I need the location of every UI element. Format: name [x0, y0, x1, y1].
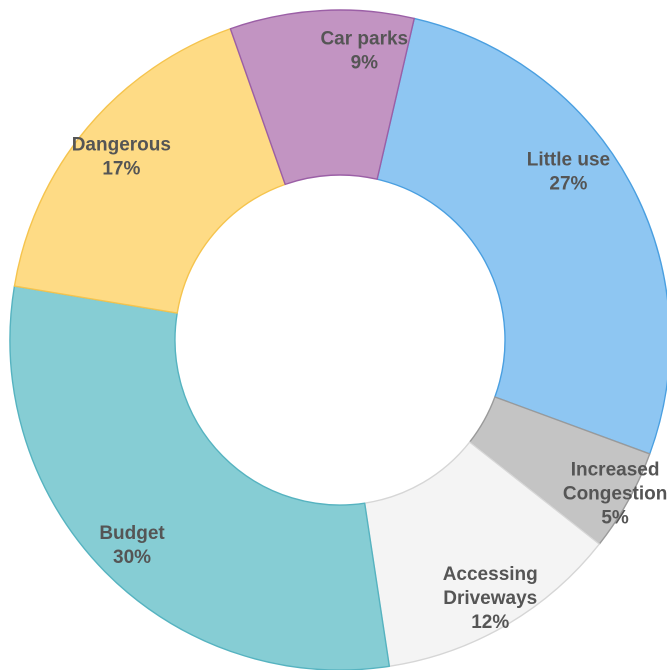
slice-label-line: Accessing [443, 564, 538, 585]
slice-car-parks[interactable] [229, 9, 415, 186]
slices-layer [9, 9, 667, 670]
slice-label-line: Dangerous [72, 135, 171, 156]
slice-label-line: Car parks [320, 29, 408, 50]
slice-label-budget: Budget 30% [99, 523, 165, 568]
slice-label-line: Budget [99, 523, 165, 544]
slice-value-label: 30% [113, 547, 151, 568]
slice-value-label: 27% [549, 174, 587, 195]
slice-value-label: 12% [471, 612, 509, 633]
slice-little-use[interactable] [376, 17, 667, 455]
slice-label-line: Little use [527, 150, 610, 171]
slice-label-line: Congestion [563, 484, 667, 505]
slice-label-dangerous: Dangerous 17% [72, 135, 171, 180]
slice-value-label: 5% [601, 508, 629, 529]
slice-dangerous[interactable] [13, 28, 286, 314]
slice-budget[interactable] [9, 285, 391, 670]
slice-label-line: Increased [571, 460, 660, 481]
slice-label-little-use: Little use 27% [527, 150, 610, 195]
slice-label-line: Driveways [443, 588, 537, 609]
slice-label-accessing-driveways: Accessing Driveways 12% [443, 564, 538, 633]
slice-value-label: 9% [351, 53, 379, 74]
labels-layer: Little use 27% Increased Congestion 5% Access… [72, 29, 667, 633]
slice-label-increased-congestion: Increased Congestion 5% [563, 460, 667, 529]
slice-accessing-driveways[interactable] [363, 441, 601, 667]
slice-label-car-parks: Car parks 9% [320, 29, 408, 74]
slice-value-label: 17% [102, 159, 140, 180]
